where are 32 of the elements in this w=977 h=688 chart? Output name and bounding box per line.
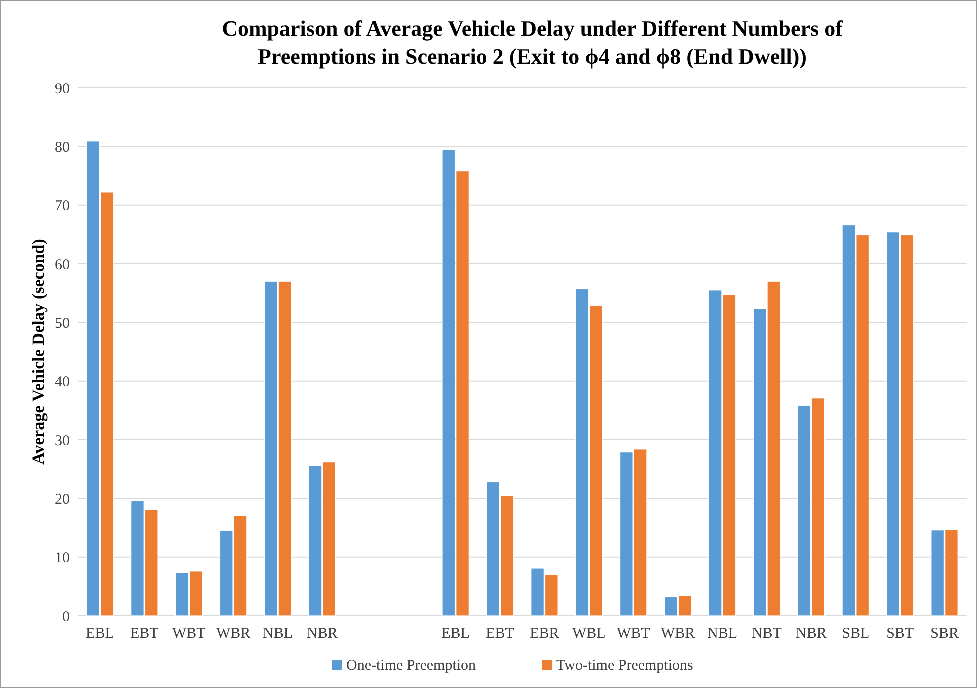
x-tick-label: SBT [886,626,914,642]
x-tick-label: NBT [752,626,782,642]
y-tick-label: 10 [55,550,70,567]
x-tick-label: EBL [86,626,114,642]
y-tick-label: 20 [55,492,70,508]
y-tick-label: 60 [55,257,70,274]
x-tick-label: NBL [708,626,738,642]
y-tick-label: 0 [62,609,70,626]
x-tick-label: WBT [616,626,650,642]
chart-title: Comparison of Average Vehicle Delay under Different Numbers of Preemptions in Scenario 2 (Exit to ϕ4 and ϕ8 (End Dwell)) [222,16,844,69]
x-tick-label: EBT [486,626,514,642]
legend-label: Two-time Preemptions [556,658,694,674]
x-tick-label: WBT [172,626,206,642]
y-tick-label: 80 [55,140,70,156]
y-tick-label: 30 [55,433,70,450]
x-tick-label: SBR [930,626,959,642]
x-tick-label: NBL [263,626,294,642]
x-tick-label: SBL [842,626,870,642]
y-tick-label: 70 [55,198,70,215]
x-tick-label: NBR [307,626,338,642]
x-tick-label: EBL [442,626,470,642]
x-tick-label: NBR [796,626,827,642]
x-tick-label: WBR [216,626,251,642]
y-tick-label: 50 [55,316,70,332]
x-tick-label: WBL [572,626,606,642]
y-tick-label: 40 [55,374,70,391]
x-tick-label: WBR [660,626,696,642]
y-tick-label: 90 [55,81,70,98]
x-tick-label: EBT [130,626,159,642]
x-tick-label: EBR [530,626,560,642]
y-axis-title: Average Vehicle Delay (second) [29,239,48,465]
legend-label: One-time Preemption [346,658,477,674]
